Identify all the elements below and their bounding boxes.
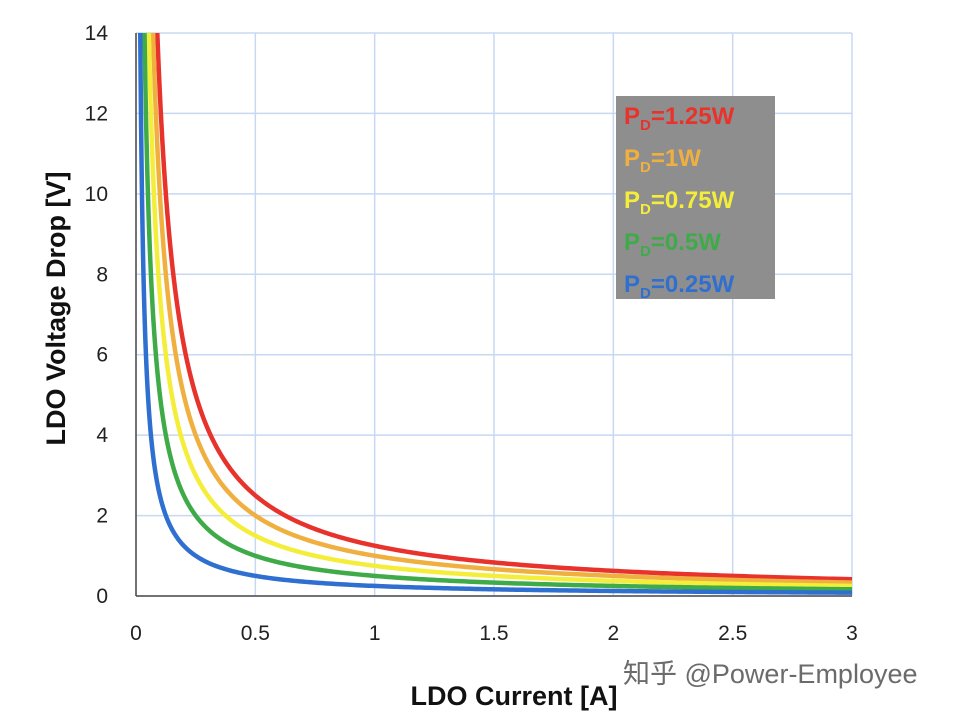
legend-entry: PD=0.5W: [624, 229, 721, 260]
x-tick-label: 1: [369, 622, 381, 645]
x-axis-title: LDO Current [A]: [411, 681, 618, 711]
x-tick-label: 3: [846, 622, 858, 645]
y-tick-label: 14: [85, 22, 109, 45]
y-tick-label: 6: [96, 344, 108, 367]
y-axis-title: LDO Voltage Drop [V]: [41, 172, 71, 446]
series-line: [155, 33, 852, 582]
x-tick-label: 2.5: [718, 622, 747, 645]
legend: PD=1.25W PD=1W PD=0.75W PD=0.5W PD=0.25W: [616, 96, 775, 302]
series-line: [150, 33, 852, 585]
axes: [135, 33, 852, 597]
legend-entry: PD=1.25W: [624, 103, 735, 134]
legend-entry: PD=1W: [624, 145, 701, 176]
series-group: [138, 33, 852, 595]
series-line: [142, 33, 852, 592]
y-tick-label: 4: [96, 424, 108, 447]
x-tick-label: 1.5: [479, 622, 508, 645]
watermark: 知乎 @Power-Employee: [623, 659, 918, 689]
legend-entry: PD=0.25W: [624, 271, 735, 302]
y-tick-label: 10: [85, 183, 108, 206]
legend-entry: PD=0.75W: [624, 187, 735, 218]
y-tick-label: 0: [96, 585, 108, 608]
x-tick-label: 0.5: [241, 622, 270, 645]
series-line: [138, 33, 852, 595]
series-line: [146, 33, 852, 589]
y-tick-label: 12: [85, 102, 108, 125]
y-tick-label: 2: [96, 505, 108, 528]
y-tick-labels: 0 2 4 6 8 10 12 14: [85, 22, 109, 608]
x-tick-labels: 0 0.5 1 1.5 2 2.5 3: [130, 622, 858, 645]
y-tick-label: 8: [96, 263, 108, 286]
legend-box: [616, 96, 775, 299]
x-tick-label: 2: [607, 622, 619, 645]
x-tick-label: 0: [130, 622, 142, 645]
